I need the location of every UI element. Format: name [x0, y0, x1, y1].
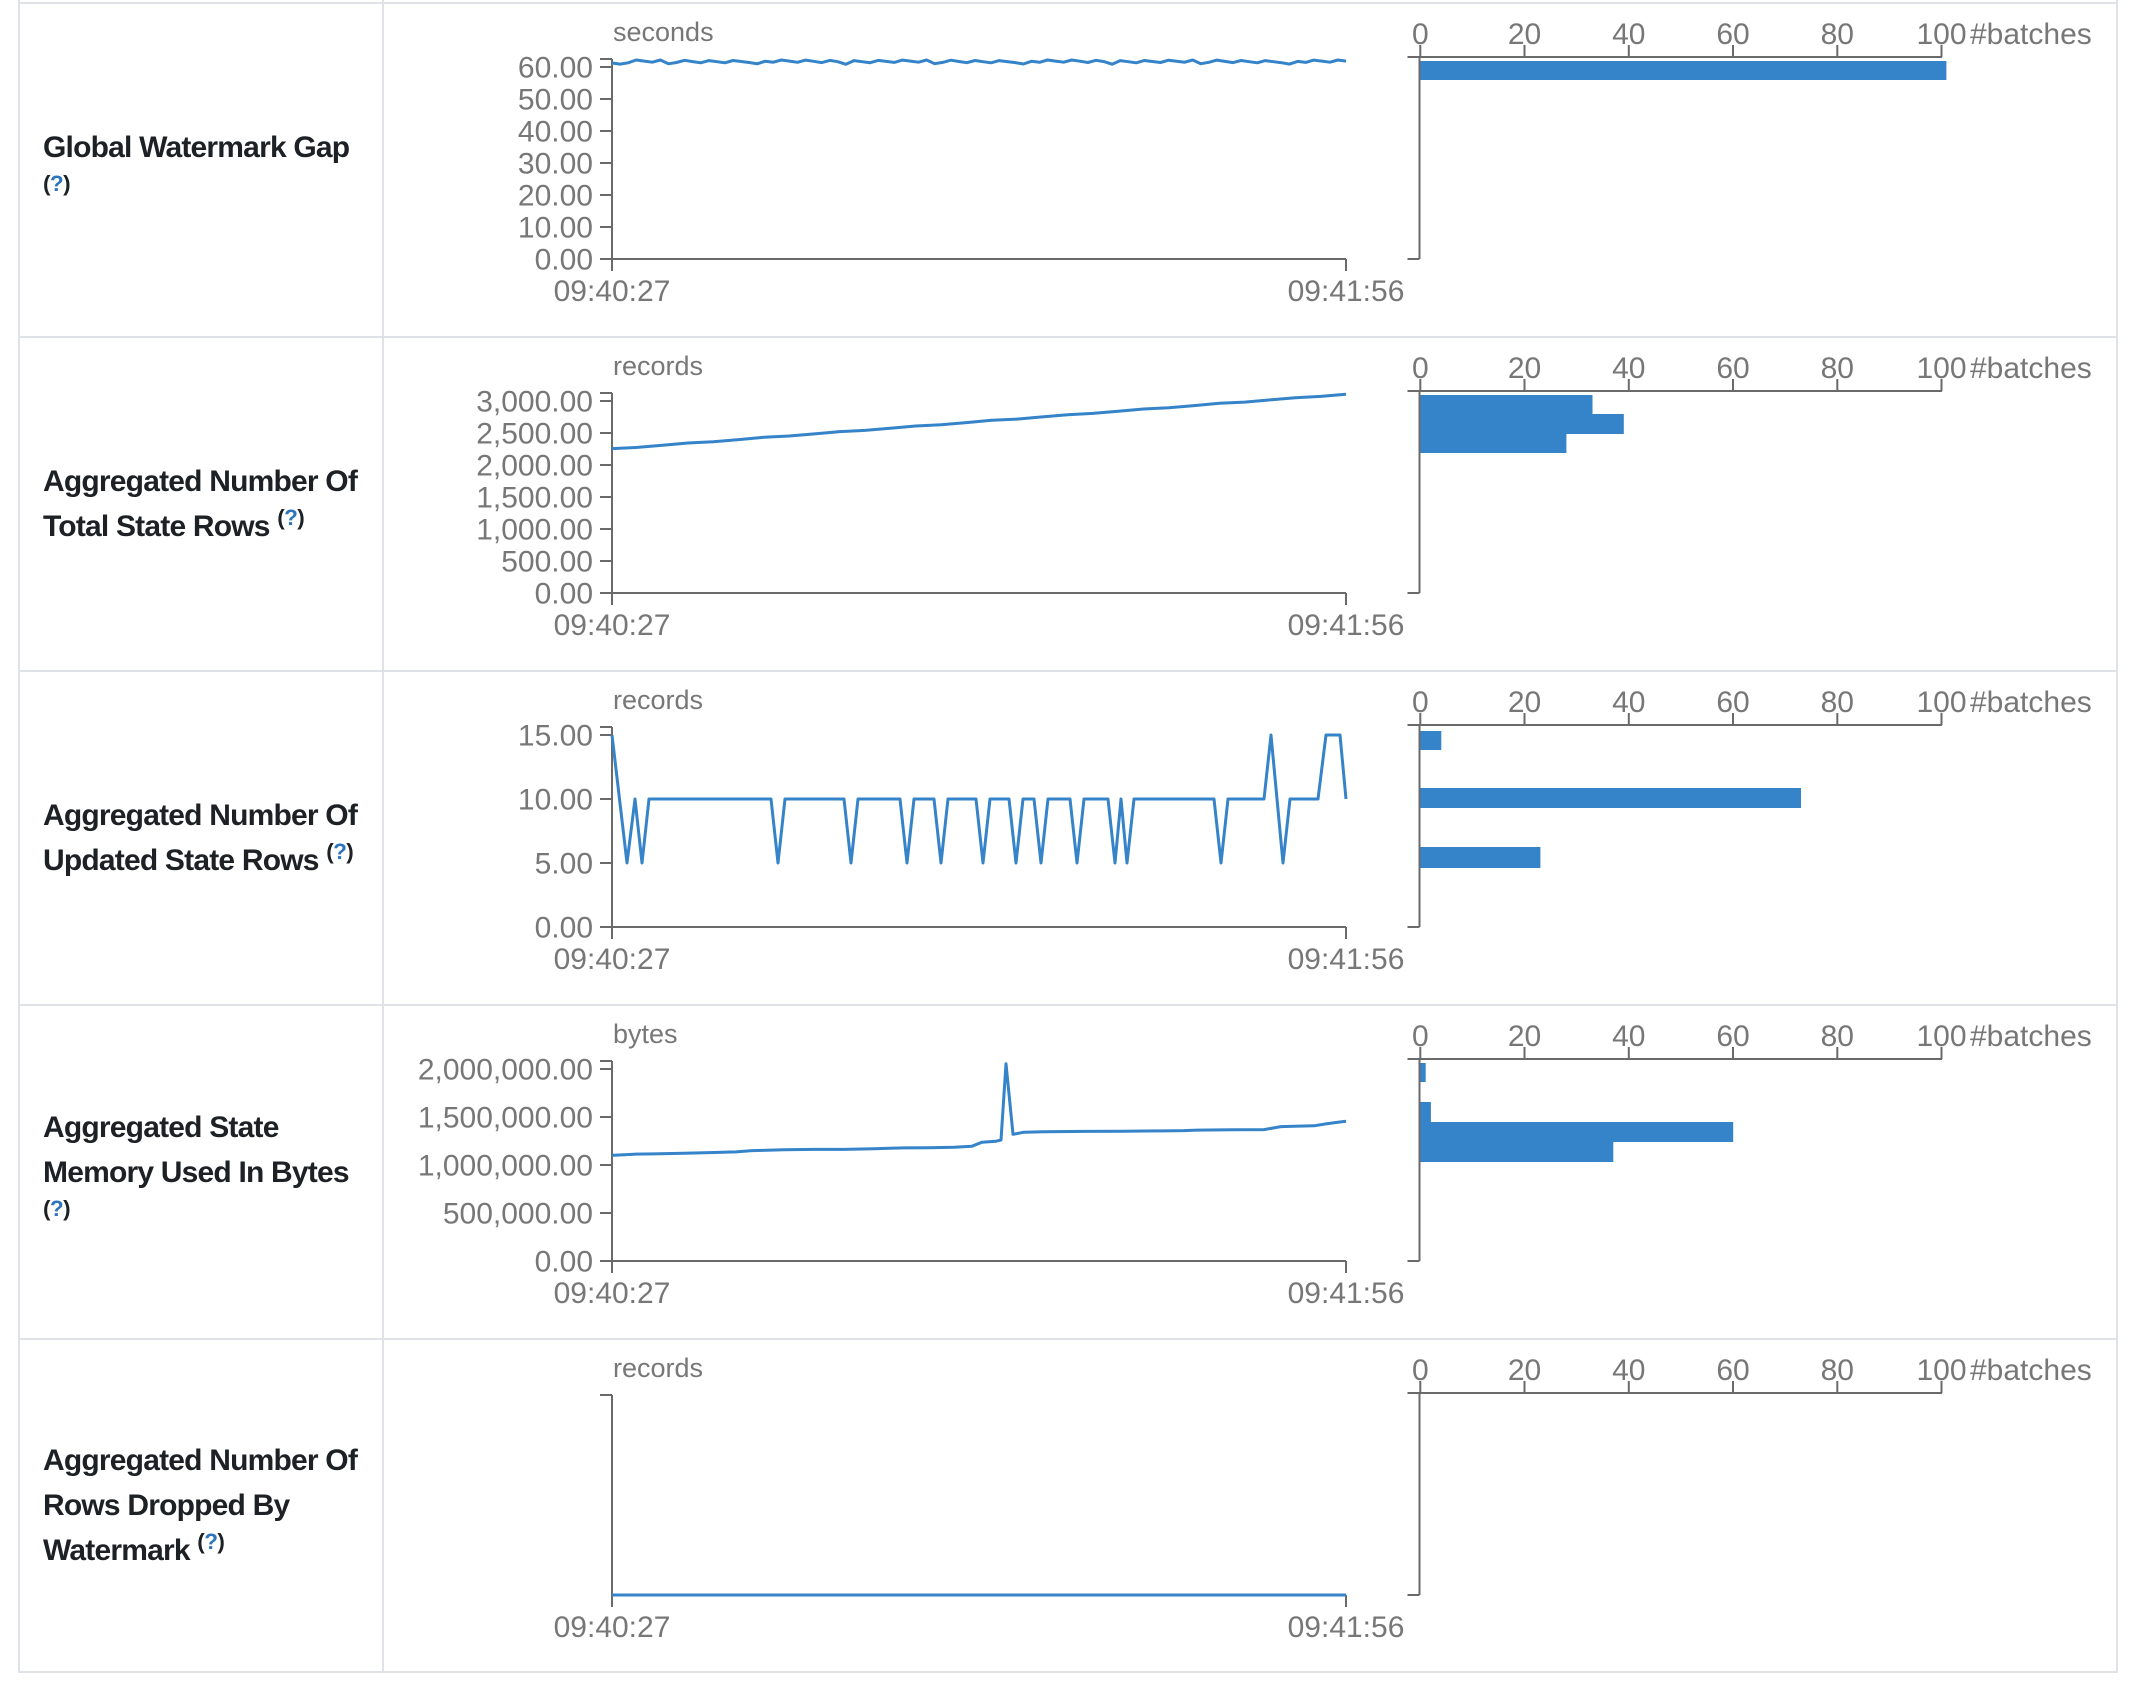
svg-text:09:40:27: 09:40:27 [554, 609, 671, 642]
svg-text:#batches: #batches [1970, 18, 2092, 51]
svg-text:0: 0 [1412, 1354, 1429, 1387]
svg-text:40: 40 [1612, 352, 1645, 385]
svg-text:30.00: 30.00 [518, 148, 593, 181]
svg-text:09:41:56: 09:41:56 [1288, 609, 1405, 642]
svg-text:09:41:56: 09:41:56 [1288, 1277, 1405, 1310]
svg-text:40: 40 [1612, 1020, 1645, 1053]
svg-text:500.00: 500.00 [501, 546, 593, 579]
svg-text:records: records [613, 351, 703, 381]
svg-text:1,500,000.00: 1,500,000.00 [418, 1102, 593, 1135]
svg-text:60.00: 60.00 [518, 52, 593, 85]
svg-text:60: 60 [1716, 352, 1749, 385]
svg-text:1,500.00: 1,500.00 [476, 482, 593, 515]
svg-text:bytes: bytes [613, 1019, 678, 1049]
svg-text:40: 40 [1612, 1354, 1645, 1387]
svg-text:2,500.00: 2,500.00 [476, 418, 593, 451]
svg-text:40.00: 40.00 [518, 116, 593, 149]
svg-text:80: 80 [1821, 18, 1854, 51]
svg-text:09:40:27: 09:40:27 [554, 943, 671, 976]
svg-text:1,000.00: 1,000.00 [476, 514, 593, 547]
svg-text:80: 80 [1821, 1020, 1854, 1053]
svg-text:0: 0 [1412, 18, 1429, 51]
svg-text:100: 100 [1916, 686, 1966, 719]
svg-text:15.00: 15.00 [518, 720, 593, 753]
svg-text:09:40:27: 09:40:27 [554, 275, 671, 308]
svg-text:records: records [613, 685, 703, 715]
svg-text:60: 60 [1716, 1354, 1749, 1387]
svg-text:#batches: #batches [1970, 686, 2092, 719]
svg-text:60: 60 [1716, 686, 1749, 719]
svg-text:0: 0 [1412, 686, 1429, 719]
svg-text:0: 0 [1412, 352, 1429, 385]
svg-text:20: 20 [1508, 686, 1541, 719]
svg-text:09:40:27: 09:40:27 [554, 1611, 671, 1644]
svg-text:10.00: 10.00 [518, 784, 593, 817]
svg-text:seconds: seconds [613, 17, 714, 47]
svg-text:80: 80 [1821, 1354, 1854, 1387]
svg-text:2,000.00: 2,000.00 [476, 450, 593, 483]
svg-text:records: records [613, 1353, 703, 1383]
svg-text:80: 80 [1821, 352, 1854, 385]
svg-text:0.00: 0.00 [535, 578, 593, 611]
svg-text:60: 60 [1716, 1020, 1749, 1053]
svg-text:10.00: 10.00 [518, 212, 593, 245]
svg-text:100: 100 [1916, 18, 1966, 51]
svg-text:500,000.00: 500,000.00 [443, 1198, 593, 1231]
svg-text:20: 20 [1508, 18, 1541, 51]
svg-text:100: 100 [1916, 1020, 1966, 1053]
svg-text:09:40:27: 09:40:27 [554, 1277, 671, 1310]
svg-text:20: 20 [1508, 1354, 1541, 1387]
svg-text:20.00: 20.00 [518, 180, 593, 213]
svg-text:5.00: 5.00 [535, 848, 593, 881]
svg-text:#batches: #batches [1970, 1020, 2092, 1053]
svg-text:1,000,000.00: 1,000,000.00 [418, 1150, 593, 1183]
svg-text:40: 40 [1612, 18, 1645, 51]
svg-text:0.00: 0.00 [535, 1246, 593, 1279]
svg-text:09:41:56: 09:41:56 [1288, 275, 1405, 308]
svg-text:20: 20 [1508, 352, 1541, 385]
svg-text:09:41:56: 09:41:56 [1288, 1611, 1405, 1644]
svg-text:100: 100 [1916, 1354, 1966, 1387]
svg-text:50.00: 50.00 [518, 84, 593, 117]
svg-text:#batches: #batches [1970, 1354, 2092, 1387]
svg-text:0: 0 [1412, 1020, 1429, 1053]
svg-text:20: 20 [1508, 1020, 1541, 1053]
svg-text:100: 100 [1916, 352, 1966, 385]
svg-text:80: 80 [1821, 686, 1854, 719]
svg-text:3,000.00: 3,000.00 [476, 386, 593, 419]
svg-text:0.00: 0.00 [535, 244, 593, 277]
svg-text:09:41:56: 09:41:56 [1288, 943, 1405, 976]
svg-text:40: 40 [1612, 686, 1645, 719]
svg-text:60: 60 [1716, 18, 1749, 51]
svg-text:2,000,000.00: 2,000,000.00 [418, 1054, 593, 1087]
svg-text:0.00: 0.00 [535, 912, 593, 945]
svg-text:#batches: #batches [1970, 352, 2092, 385]
